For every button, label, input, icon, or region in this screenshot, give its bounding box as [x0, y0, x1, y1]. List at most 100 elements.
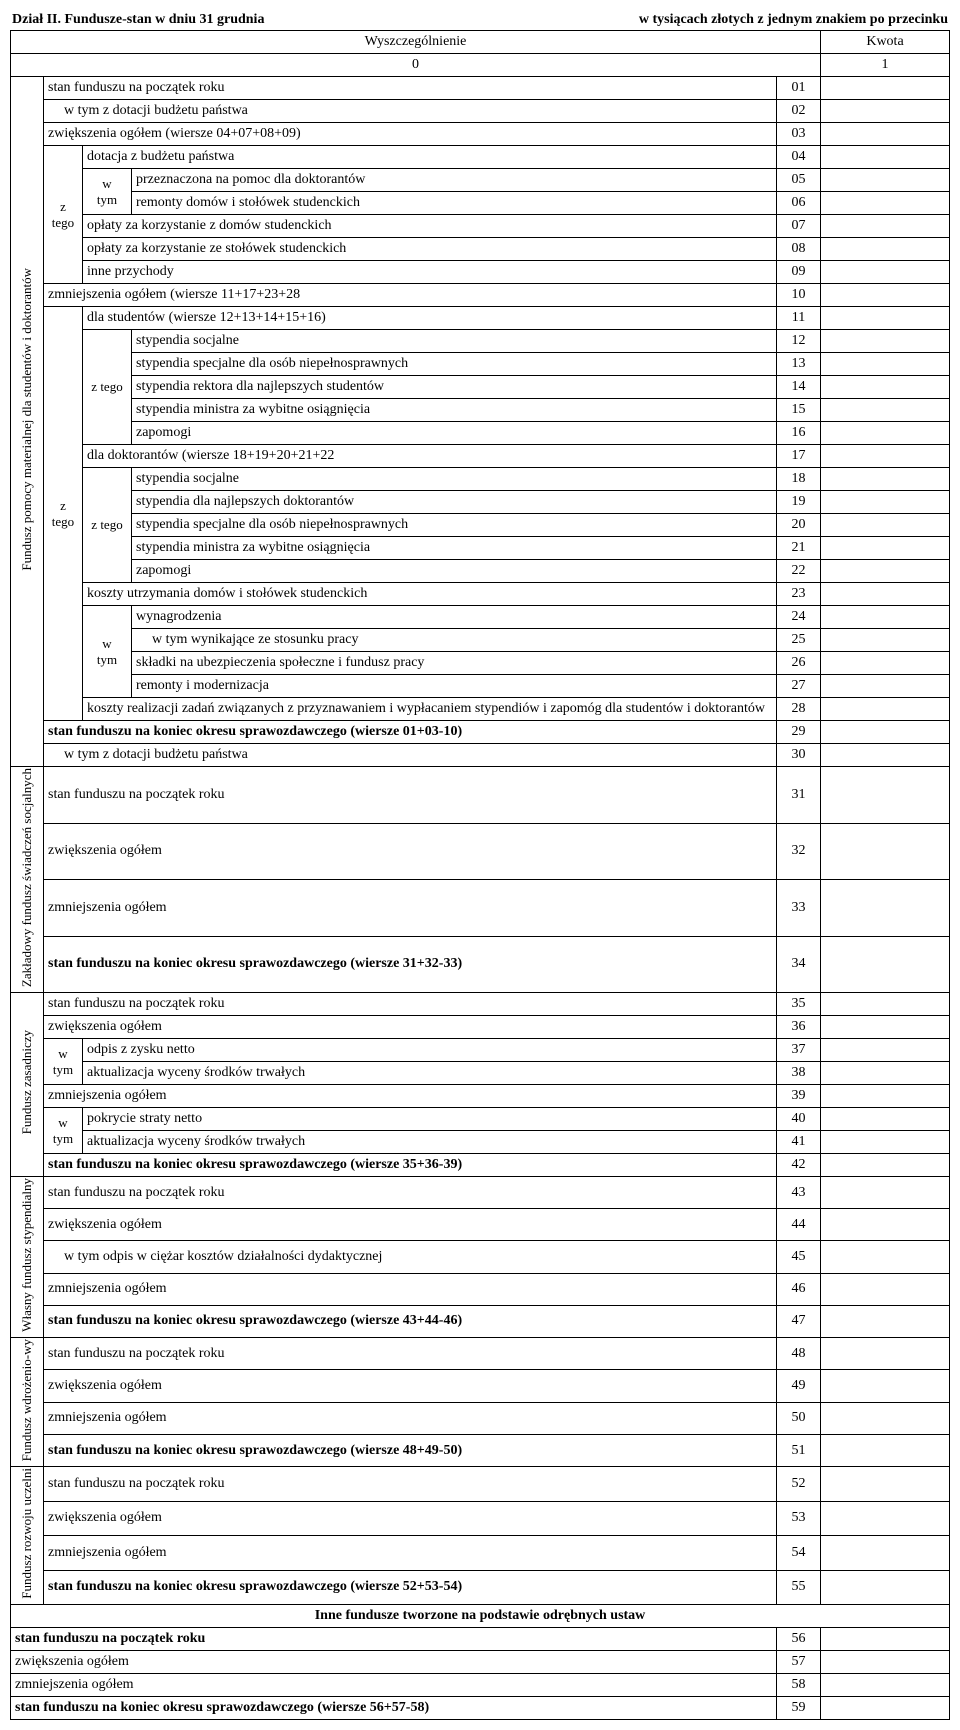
amount-cell[interactable] — [821, 1016, 950, 1039]
amount-cell[interactable] — [821, 1570, 950, 1604]
amount-cell[interactable] — [821, 192, 950, 215]
amount-cell[interactable] — [821, 491, 950, 514]
amount-cell[interactable] — [821, 721, 950, 744]
row-code: 26 — [777, 652, 821, 675]
amount-cell[interactable] — [821, 744, 950, 767]
row-code: 02 — [777, 100, 821, 123]
amount-cell[interactable] — [821, 629, 950, 652]
amount-cell[interactable] — [821, 1062, 950, 1085]
row-label: stypendia specjalne dla osób niepełnospr… — [132, 353, 777, 376]
row-code: 59 — [777, 1697, 821, 1720]
amount-cell[interactable] — [821, 675, 950, 698]
vlabel-zfs: Zakładowy fundusz świadczeń socjalnych — [19, 768, 35, 987]
col-num-0: 0 — [11, 54, 821, 77]
amount-cell[interactable] — [821, 445, 950, 468]
row-label: opłaty za korzystanie ze stołówek studen… — [83, 238, 777, 261]
row-label: zmniejszenia ogółem — [44, 1536, 777, 1570]
amount-cell[interactable] — [821, 1241, 950, 1273]
row-label: stypendia ministra za wybitne osiągnięci… — [132, 399, 777, 422]
amount-cell[interactable] — [821, 1177, 950, 1209]
amount-cell[interactable] — [821, 1305, 950, 1337]
amount-cell[interactable] — [821, 1402, 950, 1434]
amount-cell[interactable] — [821, 353, 950, 376]
row-label: zmniejszenia ogółem — [44, 1085, 777, 1108]
amount-cell[interactable] — [821, 1697, 950, 1720]
amount-cell[interactable] — [821, 698, 950, 721]
row-code: 13 — [777, 353, 821, 376]
amount-cell[interactable] — [821, 767, 950, 824]
row-label: zmniejszenia ogółem — [44, 1273, 777, 1305]
amount-cell[interactable] — [821, 993, 950, 1016]
amount-cell[interactable] — [821, 1674, 950, 1697]
row-label: stan funduszu na koniec okresu sprawozda… — [44, 1570, 777, 1604]
row-label: zwiększenia ogółem — [11, 1651, 777, 1674]
row-code: 18 — [777, 468, 821, 491]
row-label: dla studentów (wiersze 12+13+14+15+16) — [83, 307, 777, 330]
amount-cell[interactable] — [821, 1337, 950, 1369]
row-label: stan funduszu na koniec okresu sprawozda… — [44, 1434, 777, 1466]
amount-cell[interactable] — [821, 537, 950, 560]
row-code: 12 — [777, 330, 821, 353]
amount-cell[interactable] — [821, 146, 950, 169]
amount-cell[interactable] — [821, 606, 950, 629]
amount-cell[interactable] — [821, 238, 950, 261]
amount-cell[interactable] — [821, 1501, 950, 1535]
amount-cell[interactable] — [821, 100, 950, 123]
amount-cell[interactable] — [821, 284, 950, 307]
row-label: odpis z zysku netto — [83, 1039, 777, 1062]
row-code: 32 — [777, 823, 821, 880]
amount-cell[interactable] — [821, 1108, 950, 1131]
row-code: 42 — [777, 1154, 821, 1177]
amount-cell[interactable] — [821, 823, 950, 880]
amount-cell[interactable] — [821, 1085, 950, 1108]
amount-cell[interactable] — [821, 1154, 950, 1177]
row-code: 56 — [777, 1628, 821, 1651]
row-code: 40 — [777, 1108, 821, 1131]
vlabel-ztego: ztego — [52, 498, 74, 529]
section-title-left: Dział II. Fundusze-stan w dniu 31 grudni… — [10, 10, 461, 30]
row-code: 34 — [777, 936, 821, 993]
amount-cell[interactable] — [821, 1434, 950, 1466]
row-code: 05 — [777, 169, 821, 192]
amount-cell[interactable] — [821, 1273, 950, 1305]
row-code: 21 — [777, 537, 821, 560]
amount-cell[interactable] — [821, 1370, 950, 1402]
amount-cell[interactable] — [821, 936, 950, 993]
row-label: stan funduszu na koniec okresu sprawozda… — [44, 1154, 777, 1177]
amount-cell[interactable] — [821, 77, 950, 100]
amount-cell[interactable] — [821, 652, 950, 675]
amount-cell[interactable] — [821, 1039, 950, 1062]
row-code: 04 — [777, 146, 821, 169]
amount-cell[interactable] — [821, 1628, 950, 1651]
row-label: stan funduszu na początek roku — [44, 1177, 777, 1209]
amount-cell[interactable] — [821, 1209, 950, 1241]
amount-cell[interactable] — [821, 307, 950, 330]
vlabel-wtym: wtym — [97, 636, 117, 667]
amount-cell[interactable] — [821, 215, 950, 238]
row-label: zwiększenia ogółem — [44, 1501, 777, 1535]
amount-cell[interactable] — [821, 583, 950, 606]
row-label: stan funduszu na początek roku — [44, 993, 777, 1016]
row-code: 35 — [777, 993, 821, 1016]
amount-cell[interactable] — [821, 1536, 950, 1570]
row-label: stypendia specjalne dla osób niepełnospr… — [132, 514, 777, 537]
amount-cell[interactable] — [821, 1651, 950, 1674]
row-label: stypendia ministra za wybitne osiągnięci… — [132, 537, 777, 560]
amount-cell[interactable] — [821, 560, 950, 583]
amount-cell[interactable] — [821, 468, 950, 491]
vlabel-fpm: Fundusz pomocy materialnej dla studentów… — [19, 268, 35, 571]
amount-cell[interactable] — [821, 123, 950, 146]
amount-cell[interactable] — [821, 169, 950, 192]
amount-cell[interactable] — [821, 261, 950, 284]
row-label: stan funduszu na początek roku — [44, 1467, 777, 1501]
amount-cell[interactable] — [821, 422, 950, 445]
row-code: 49 — [777, 1370, 821, 1402]
amount-cell[interactable] — [821, 330, 950, 353]
amount-cell[interactable] — [821, 399, 950, 422]
amount-cell[interactable] — [821, 1467, 950, 1501]
amount-cell[interactable] — [821, 514, 950, 537]
amount-cell[interactable] — [821, 1131, 950, 1154]
amount-cell[interactable] — [821, 376, 950, 399]
row-label: zwiększenia ogółem (wiersze 04+07+08+09) — [44, 123, 777, 146]
amount-cell[interactable] — [821, 880, 950, 937]
